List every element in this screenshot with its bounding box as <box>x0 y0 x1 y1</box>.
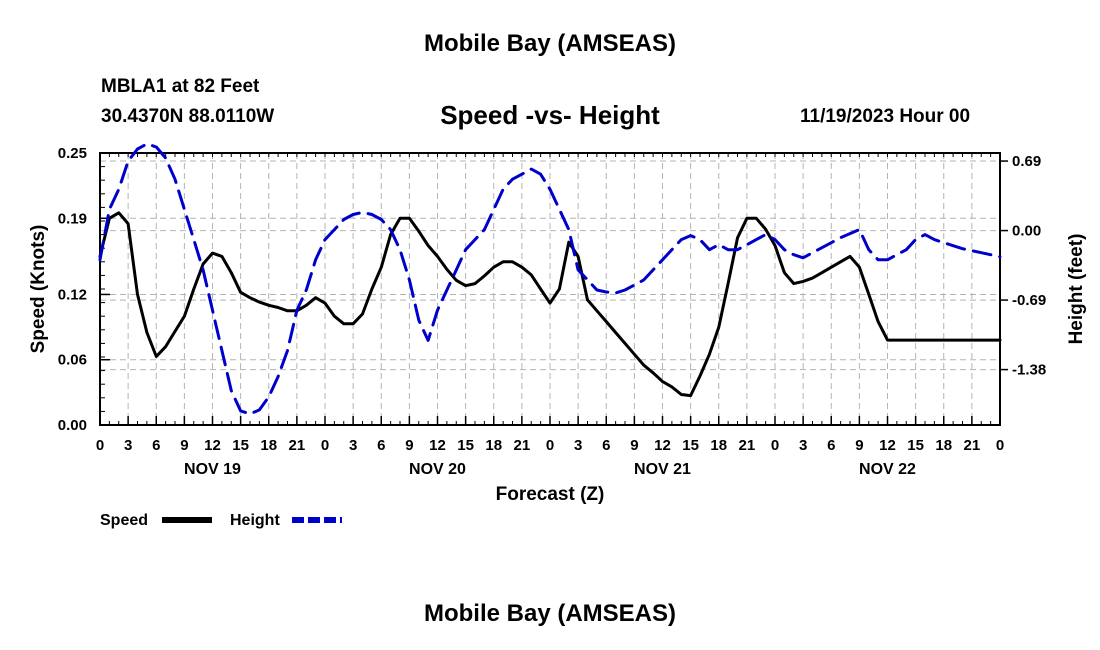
x-tick-label: 21 <box>739 437 756 454</box>
y-tick-label-left: 0.25 <box>58 145 87 162</box>
x-tick-label: 12 <box>204 437 221 454</box>
y-tick-label-left: 0.06 <box>58 352 87 369</box>
x-tick-label: 0 <box>96 437 104 454</box>
x-tick-label: 0 <box>546 437 554 454</box>
x-tick-label: 6 <box>602 437 610 454</box>
y-tick-label-right: -1.38 <box>1012 362 1046 379</box>
series-line-height <box>98 142 1002 416</box>
x-tick-label: 18 <box>260 437 277 454</box>
x-tick-label: 3 <box>574 437 582 454</box>
y-tick-label-right: 0.00 <box>1012 223 1041 240</box>
legend-label-speed: Speed <box>100 512 148 529</box>
x-tick-label: 3 <box>799 437 807 454</box>
x-date-label: NOV 19 <box>184 461 241 478</box>
x-tick-label: 15 <box>907 437 924 454</box>
x-date-label: NOV 21 <box>634 461 691 478</box>
x-tick-label: 15 <box>232 437 249 454</box>
x-tick-label: 12 <box>429 437 446 454</box>
x-axis-title: Forecast (Z) <box>496 484 605 505</box>
x-tick-label: 0 <box>996 437 1004 454</box>
x-tick-label: 21 <box>514 437 531 454</box>
x-tick-label: 9 <box>405 437 413 454</box>
x-tick-label: 3 <box>124 437 132 454</box>
x-tick-label: 6 <box>152 437 160 454</box>
x-tick-label: 9 <box>855 437 863 454</box>
x-tick-label: 3 <box>349 437 357 454</box>
x-tick-label: 21 <box>289 437 306 454</box>
x-tick-label: 6 <box>377 437 385 454</box>
x-tick-label: 12 <box>879 437 896 454</box>
x-tick-label: 6 <box>827 437 835 454</box>
y-tick-label-left: 0.19 <box>58 210 87 227</box>
y-tick-label-left: 0.00 <box>58 417 87 434</box>
series-line-speed <box>98 211 1002 398</box>
y-tick-label-left: 0.12 <box>58 286 87 303</box>
x-tick-label: 12 <box>654 437 671 454</box>
forecast-datetime: 11/19/2023 Hour 00 <box>800 106 971 127</box>
x-tick-label: 9 <box>180 437 188 454</box>
x-tick-label: 15 <box>682 437 699 454</box>
legend-label-height: Height <box>230 512 280 529</box>
x-tick-label: 0 <box>771 437 779 454</box>
y-tick-label-right: 0.69 <box>1012 153 1041 170</box>
x-tick-label: 18 <box>710 437 727 454</box>
x-tick-label: 15 <box>457 437 474 454</box>
y-tick-label-right: -0.69 <box>1012 292 1046 309</box>
chart-subtitle: Speed -vs- Height <box>440 100 660 130</box>
y-axis-title-right: Height (feet) <box>1066 234 1087 345</box>
chart-main-title: Mobile Bay (AMSEAS) <box>423 30 677 57</box>
y-axis-title-left: Speed (Knots) <box>28 225 49 354</box>
footer-title: Mobile Bay (AMSEAS) <box>423 600 677 627</box>
station-label: MBLA1 at 82 Feet <box>101 76 260 97</box>
x-tick-label: 9 <box>630 437 638 454</box>
x-tick-label: 18 <box>485 437 502 454</box>
x-tick-label: 0 <box>321 437 329 454</box>
plot-frame <box>99 152 1001 426</box>
x-tick-label: 18 <box>935 437 952 454</box>
station-coordinates: 30.4370N 88.0110W <box>101 106 275 127</box>
x-tick-label: 21 <box>964 437 981 454</box>
x-date-label: NOV 20 <box>409 461 466 478</box>
x-date-label: NOV 22 <box>859 461 916 478</box>
